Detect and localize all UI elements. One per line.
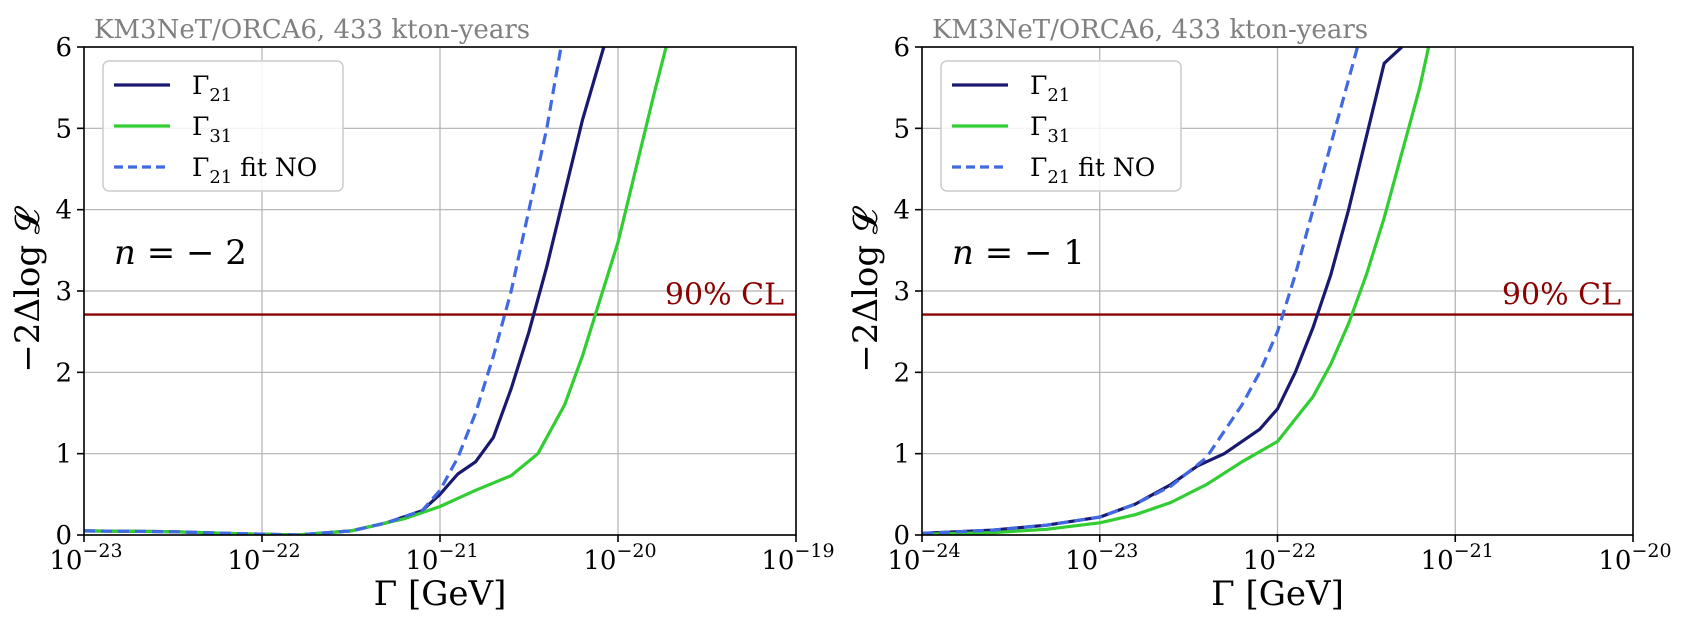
y-tick-label: 6 — [893, 33, 910, 63]
y-tick-label: 4 — [55, 196, 72, 226]
y-tick-label: 2 — [893, 358, 910, 388]
y-tick-label: 0 — [893, 521, 910, 551]
x-tick-label: 10−22 — [227, 540, 300, 576]
legend-label: Γ21 fit NO — [192, 153, 317, 188]
y-tick-label: 3 — [893, 277, 910, 307]
x-tick-label: 10−24 — [887, 540, 960, 576]
x-tick-label: 10−21 — [1421, 540, 1494, 576]
legend-label: Γ21 — [192, 71, 232, 106]
x-tick-label: 10−23 — [1065, 540, 1138, 576]
x-tick-label: 10−22 — [1243, 540, 1316, 576]
y-tick-label: 6 — [55, 33, 72, 63]
cl-label: 90% CL — [1502, 278, 1621, 313]
legend-label: Γ31 — [1030, 112, 1070, 147]
y-tick-label: 5 — [55, 114, 72, 144]
cl-label: 90% CL — [665, 278, 784, 313]
y-axis-label: −2Δlog 𝓛 — [846, 205, 886, 373]
y-tick-label: 0 — [55, 521, 72, 551]
x-tick-label: 10−20 — [1598, 540, 1671, 576]
legend-box — [102, 60, 344, 192]
y-axis-label: −2Δlog 𝓛 — [8, 205, 48, 373]
x-axis-label: Γ [GeV] — [374, 574, 507, 614]
y-tick-label: 4 — [893, 196, 910, 226]
series-line-31 — [922, 47, 1431, 535]
legend-label: Γ31 — [192, 112, 232, 147]
y-tick-label: 1 — [55, 440, 72, 470]
legend-box — [940, 60, 1182, 192]
legend-label: Γ21 fit NO — [1030, 153, 1155, 188]
n-annotation: n = − 1 — [952, 233, 1085, 273]
x-axis-label: Γ [GeV] — [1211, 574, 1344, 614]
x-tick-label: 10−23 — [49, 540, 122, 576]
legend: Γ21 Γ31 Γ21 fit NO — [102, 60, 344, 192]
chart-panel-2: 90% CL 10−24 10−23 10−22 10−21 10−20 0 1 2 3 4 5 6 Γ … — [846, 15, 1672, 614]
legend: Γ21 Γ31 Γ21 fit NO — [940, 60, 1182, 192]
chart-panel-1: 90% CL 10−23 10−22 10−21 10−20 10−19 0 1 2 3 4 5 6 Γ … — [8, 15, 835, 614]
legend-label: Γ21 — [1030, 71, 1070, 106]
chart-title: KM3NeT/ORCA6, 433 kton-years — [94, 15, 530, 45]
x-tick-label: 10−20 — [583, 540, 656, 576]
series-line-21-fit-no — [84, 47, 563, 535]
x-tick-label: 10−19 — [761, 540, 834, 576]
y-tick-label: 5 — [893, 114, 910, 144]
chart-title: KM3NeT/ORCA6, 433 kton-years — [932, 15, 1368, 45]
y-tick-label: 3 — [55, 277, 72, 307]
x-tick-label: 10−21 — [405, 540, 478, 576]
n-annotation: n = − 2 — [114, 233, 247, 273]
y-tick-label: 2 — [55, 358, 72, 388]
y-tick-label: 1 — [893, 440, 910, 470]
series-line-21-fit-no — [922, 47, 1360, 535]
